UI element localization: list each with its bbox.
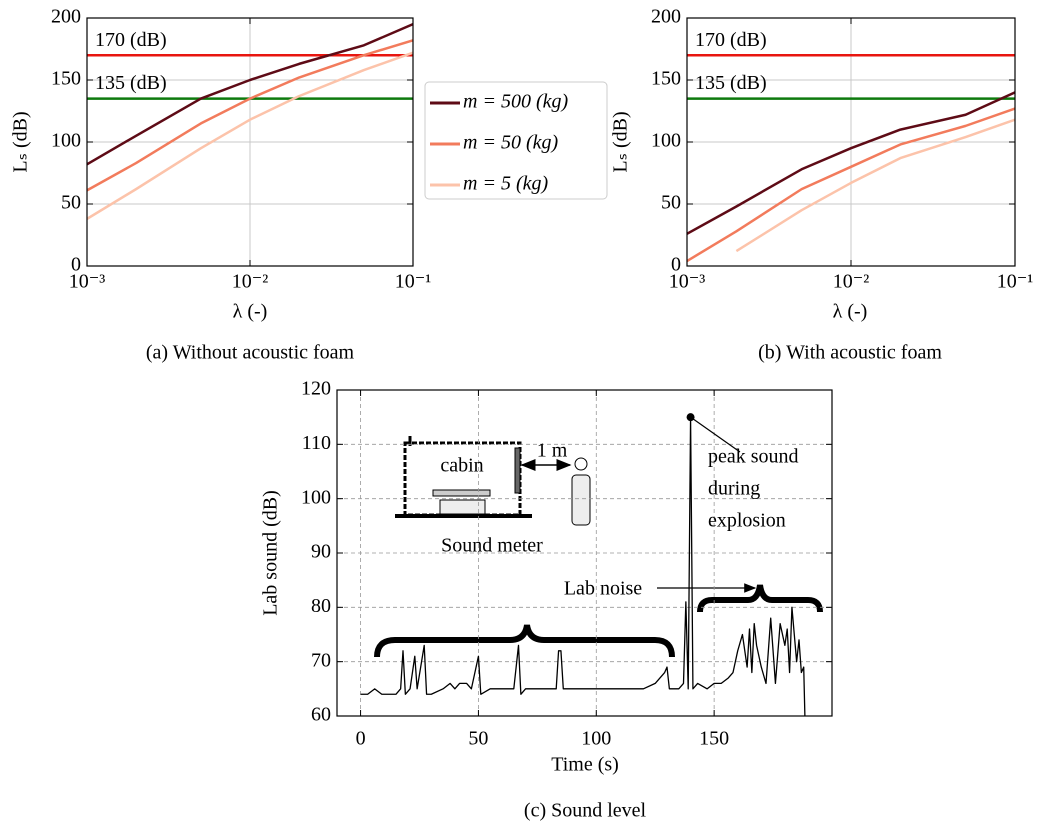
series-line <box>87 23 413 166</box>
peak-marker <box>686 413 695 422</box>
peak-pointer <box>690 416 741 453</box>
y-tick-label: 50 <box>661 192 681 214</box>
series-line <box>87 39 413 192</box>
y-tick-label: 0 <box>71 254 81 276</box>
caption: (a) Without acoustic foam <box>146 342 355 364</box>
peak-label: peak sound <box>708 446 799 468</box>
series-line <box>687 91 1015 235</box>
series-line <box>87 51 413 220</box>
y-tick-label: 60 <box>311 704 331 726</box>
y-tick-label: 200 <box>51 6 81 28</box>
x-tick-label: 100 <box>581 728 611 750</box>
caption: (b) With acoustic foam <box>758 342 942 364</box>
series-line <box>360 416 806 716</box>
legend-box <box>424 81 608 200</box>
noise-label: Lab noise <box>564 578 642 600</box>
x-tick-label: 10⁻² <box>232 271 269 293</box>
x-tick-label: 10⁻² <box>833 271 870 293</box>
peak-label: explosion <box>708 510 786 532</box>
x-tick-label: 150 <box>699 728 729 750</box>
plot-frame <box>336 389 833 717</box>
inset-label: 1 m <box>537 440 568 462</box>
x-tick-label: 10⁻¹ <box>997 271 1034 293</box>
x-axis-label: Time (s) <box>551 754 619 776</box>
x-tick-label: 10⁻³ <box>69 271 106 293</box>
reference-label: 135 (dB) <box>695 72 767 94</box>
y-axis-label: Lₛ (dB) <box>10 111 32 172</box>
y-tick-label: 100 <box>301 486 331 508</box>
x-axis-label: λ (-) <box>233 301 268 323</box>
y-tick-label: 110 <box>302 432 331 454</box>
reference-label: 170 (dB) <box>695 29 767 51</box>
reference-label: 135 (dB) <box>95 72 167 94</box>
inset-label: Sound meter <box>441 535 543 557</box>
y-axis-label: Lₛ (dB) <box>610 111 632 172</box>
legend-label: m = 500 (kg) <box>463 91 568 113</box>
y-tick-label: 200 <box>651 6 681 28</box>
y-tick-label: 70 <box>311 649 331 671</box>
noise-brace <box>697 584 823 613</box>
y-tick-label: 120 <box>301 378 331 400</box>
y-tick-label: 150 <box>51 68 81 90</box>
y-tick-label: 150 <box>651 68 681 90</box>
plot-frame <box>686 17 1016 267</box>
reference-label: 170 (dB) <box>95 29 167 51</box>
caption: (c) Sound level <box>524 800 647 822</box>
inset-label: cabin <box>440 455 483 477</box>
y-tick-label: 100 <box>651 130 681 152</box>
noise-brace <box>374 624 675 658</box>
x-tick-label: 50 <box>468 728 488 750</box>
series-line <box>735 118 1015 253</box>
x-axis-label: λ (-) <box>833 301 868 323</box>
inset-sketch <box>395 436 591 526</box>
y-tick-label: 100 <box>51 130 81 152</box>
y-tick-label: 90 <box>311 541 331 563</box>
legend-label: m = 5 (kg) <box>463 173 548 195</box>
legend-label: m = 50 (kg) <box>463 132 558 154</box>
y-tick-label: 50 <box>61 192 81 214</box>
x-tick-label: 10⁻³ <box>669 271 706 293</box>
peak-label: during <box>708 478 760 500</box>
plot-frame <box>86 17 414 267</box>
y-tick-label: 80 <box>311 595 331 617</box>
y-tick-label: 0 <box>671 254 681 276</box>
x-tick-label: 10⁻¹ <box>395 271 432 293</box>
y-axis-label: Lab sound (dB) <box>260 490 282 616</box>
x-tick-label: 0 <box>356 728 366 750</box>
series-line <box>687 107 1015 263</box>
